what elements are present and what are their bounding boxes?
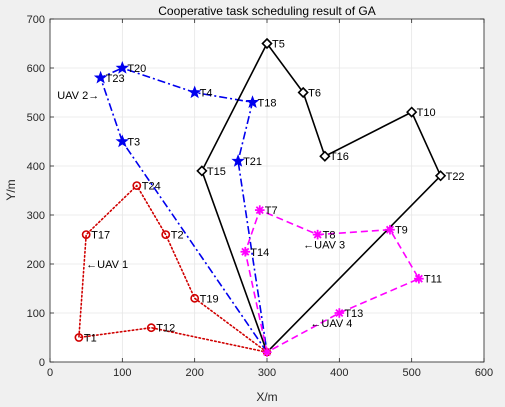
- point-label: T9: [395, 225, 408, 237]
- annotation: ←UAV 1: [86, 259, 128, 271]
- marker-point: [74, 333, 84, 342]
- marker-point: [334, 308, 345, 318]
- y-tick-label: 0: [39, 357, 45, 369]
- x-tick-label: 300: [258, 367, 276, 379]
- point-label: T15: [207, 166, 226, 178]
- x-tick-label: 600: [475, 367, 493, 379]
- marker-point: [245, 95, 260, 109]
- point-label: T1: [84, 333, 97, 345]
- point-label: T21: [243, 156, 262, 168]
- y-tick-label: 300: [27, 210, 45, 222]
- x-tick-label: 100: [113, 367, 131, 379]
- annotation: ←UAV 3: [303, 239, 345, 251]
- route-3: [201, 41, 442, 353]
- point-label: T2: [171, 230, 184, 242]
- point-label: T17: [91, 230, 110, 242]
- chart-title: Cooperative task scheduling result of GA: [158, 4, 375, 18]
- marker-point: [319, 150, 331, 162]
- marker-point: [115, 134, 130, 148]
- marker-stroke: [385, 225, 394, 234]
- marker-point: [81, 230, 91, 239]
- x-axis-label: X/m: [256, 390, 277, 404]
- routes: [78, 41, 442, 353]
- markers: [74, 37, 447, 357]
- marker-point: [261, 37, 273, 50]
- point-label: T5: [272, 39, 285, 51]
- y-tick-label: 200: [27, 259, 45, 271]
- route-2: [99, 67, 268, 353]
- point-label: T22: [446, 171, 465, 183]
- y-tick-label: 100: [27, 308, 45, 320]
- y-axis-label: Y/m: [4, 179, 18, 200]
- marker-point: [115, 60, 130, 74]
- point-label: T4: [200, 88, 213, 100]
- y-tick-label: 700: [27, 14, 45, 26]
- route-1: [78, 184, 268, 353]
- point-label: T10: [417, 107, 436, 119]
- y-tick-label: 400: [27, 161, 45, 173]
- marker-point: [434, 170, 447, 182]
- marker-point: [254, 205, 265, 215]
- marker-point: [312, 229, 323, 240]
- point-label: T6: [308, 88, 321, 100]
- point-label: T8: [323, 230, 336, 242]
- marker-point: [190, 293, 200, 303]
- marker-point: [132, 181, 142, 190]
- marker-point: [161, 230, 171, 239]
- axis-ticks: 0 100 200 300 400 500 600 0 100 200 300 400 500 600 70…: [27, 14, 494, 379]
- y-tick-label: 600: [27, 63, 45, 75]
- annotations: ←UAV 1 UAV 2→ ←UAV 3 ←UAV 4: [57, 90, 352, 330]
- marker-point: [297, 86, 309, 99]
- marker-point: [385, 224, 395, 235]
- annotation: ←UAV 4: [310, 318, 352, 330]
- point-label: T16: [330, 151, 349, 163]
- marker-point: [414, 273, 424, 284]
- x-tick-label: 0: [47, 367, 53, 379]
- annotation: UAV 2→: [57, 90, 99, 102]
- point-label: T24: [142, 181, 161, 193]
- point-label: T20: [127, 63, 146, 75]
- depot-asterisk: [262, 347, 272, 357]
- marker-stroke: [414, 274, 423, 283]
- x-tick-label: 400: [330, 367, 348, 379]
- x-tick-label: 200: [185, 367, 203, 379]
- point-label: T18: [258, 97, 277, 109]
- point-label: T13: [344, 308, 363, 320]
- marker-point: [406, 106, 418, 118]
- point-label: T14: [250, 247, 269, 259]
- point-label: T11: [424, 274, 442, 286]
- marker-point: [231, 154, 245, 167]
- marker-stroke: [255, 206, 264, 215]
- point-label: T3: [127, 137, 140, 149]
- marker-point: [93, 70, 108, 84]
- route-4: [244, 209, 421, 353]
- point-label: T23: [106, 73, 125, 85]
- marker-point: [146, 323, 156, 333]
- marker-stroke: [335, 308, 344, 318]
- y-tick-label: 500: [27, 112, 45, 124]
- point-label: T19: [200, 293, 219, 305]
- marker-point: [187, 85, 202, 99]
- marker-stroke: [313, 230, 322, 239]
- x-tick-label: 500: [402, 367, 420, 379]
- point-label: T12: [156, 323, 175, 335]
- marker-stroke: [241, 247, 250, 256]
- marker-point: [196, 165, 208, 177]
- point-label: T7: [265, 205, 278, 217]
- marker-point: [240, 246, 251, 257]
- marker-stroke: [263, 348, 271, 357]
